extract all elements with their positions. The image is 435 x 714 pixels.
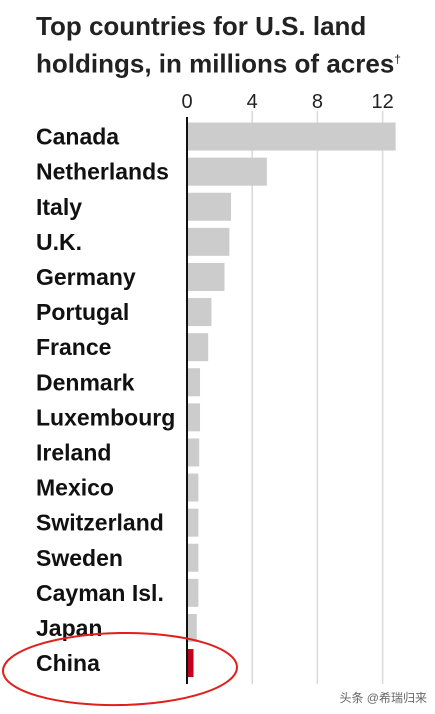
category-labels: Canada Netherlands Italy U.K. Germany Portuga… <box>36 124 175 676</box>
bar-denmark <box>187 368 201 397</box>
bar-italy <box>187 192 232 221</box>
x-tick-label-8: 8 <box>312 91 323 113</box>
bars <box>187 122 396 678</box>
bar-portugal <box>187 298 212 327</box>
x-axis-ticks: 0 4 8 12 <box>181 91 393 113</box>
category-label-sweden: Sweden <box>36 545 123 571</box>
category-label-portugal: Portugal <box>36 299 129 325</box>
bar-ireland <box>187 438 200 467</box>
category-label-germany: Germany <box>36 264 136 290</box>
x-tick-label-12: 12 <box>371 91 393 113</box>
category-label-netherlands: Netherlands <box>36 159 169 185</box>
bar-u-k <box>187 227 230 256</box>
bar-switzerland <box>187 508 199 537</box>
bar-germany <box>187 262 225 291</box>
category-label-denmark: Denmark <box>36 369 135 395</box>
x-tick-label-0: 0 <box>181 91 192 113</box>
title-footnote-mark: † <box>394 52 401 66</box>
category-label-italy: Italy <box>36 194 82 220</box>
bar-mexico <box>187 473 199 502</box>
bar-luxembourg <box>187 403 201 432</box>
x-tick-label-4: 4 <box>247 91 258 113</box>
bar-japan <box>187 613 197 642</box>
bar-china <box>187 649 194 678</box>
bar-canada <box>187 122 396 151</box>
category-label-china: China <box>36 650 100 676</box>
watermark: 头条 @希瑞归来 <box>339 691 427 705</box>
category-label-switzerland: Switzerland <box>36 510 164 536</box>
category-label-canada: Canada <box>36 124 119 150</box>
bar-sweden <box>187 543 199 572</box>
category-label-luxembourg: Luxembourg <box>36 404 175 430</box>
category-label-ireland: Ireland <box>36 439 111 465</box>
category-label-u-k: U.K. <box>36 229 82 255</box>
highlight-annotation-circle <box>2 631 238 707</box>
category-label-france: France <box>36 334 111 360</box>
category-label-mexico: Mexico <box>36 475 114 501</box>
chart-title-text: Top countries for U.S. land holdings, in… <box>36 11 395 79</box>
chart-title: Top countries for U.S. land holdings, in… <box>36 10 426 81</box>
category-label-cayman-isl: Cayman Isl. <box>36 580 164 606</box>
bar-cayman-isl <box>187 578 199 607</box>
gridlines <box>251 111 384 684</box>
bar-netherlands <box>187 157 267 186</box>
bar-france <box>187 333 209 362</box>
